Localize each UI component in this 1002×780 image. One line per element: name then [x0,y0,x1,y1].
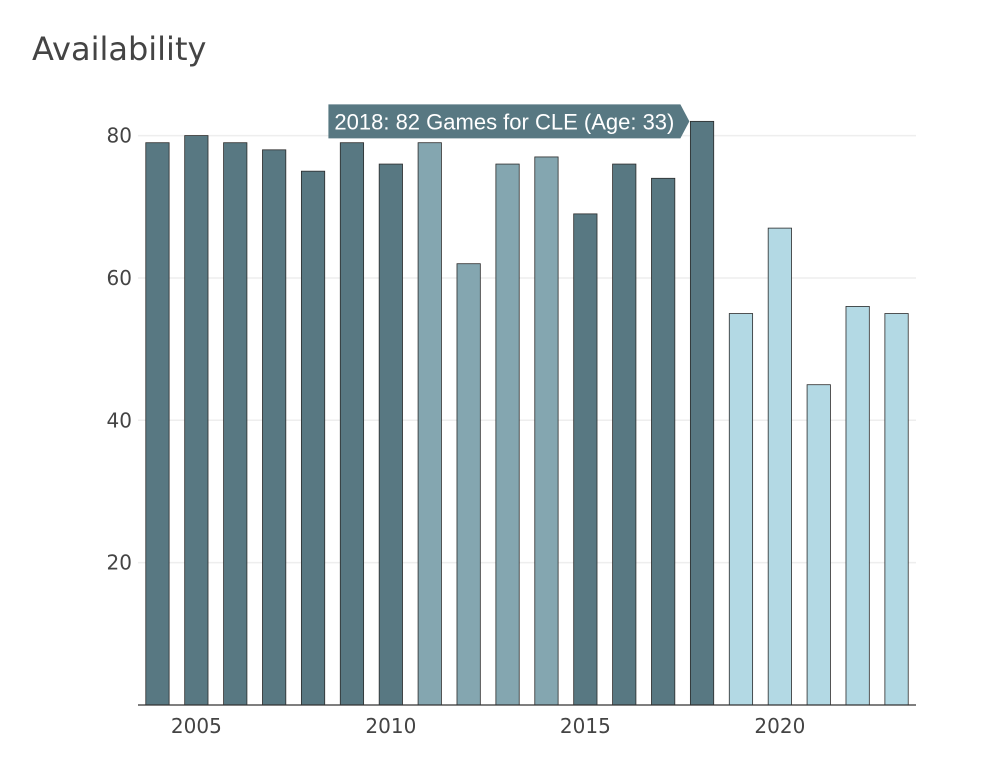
bar[interactable] [223,142,248,706]
bar[interactable] [184,135,209,706]
bar[interactable] [573,213,598,706]
bars [145,120,909,706]
x-tick-label: 2020 [754,714,805,738]
bar[interactable] [145,142,170,706]
y-tick-label: 20 [107,551,132,575]
x-tick-label: 2005 [171,714,222,738]
tooltip-box [328,104,690,139]
x-axis-ticks: 2005 2010 2015 2020 [171,714,805,738]
bar[interactable] [728,313,754,706]
bar[interactable] [456,263,481,706]
gridlines [138,134,916,564]
bar[interactable] [339,142,365,706]
bar[interactable] [612,163,637,706]
y-axis-ticks: 20 40 60 80 [107,124,132,575]
bar[interactable] [806,384,831,706]
bar[interactable] [651,177,676,706]
hover-tooltip: 2018: 82 Games for CLE (Age: 33) [328,104,690,139]
bar[interactable] [845,306,870,706]
bar[interactable] [378,163,403,706]
bar[interactable] [262,149,287,706]
bar[interactable] [767,227,792,706]
y-tick-label: 40 [107,408,132,432]
bar[interactable] [495,163,520,706]
bar[interactable] [300,170,326,706]
tooltip-text: 2018: 82 Games for CLE (Age: 33) [334,109,674,134]
bar[interactable] [884,313,909,706]
y-tick-label: 80 [107,124,132,148]
bar[interactable] [534,156,559,706]
chart-title: Availability [32,30,207,68]
x-tick-label: 2015 [560,714,611,738]
x-tick-label: 2010 [365,714,416,738]
bar[interactable] [689,120,715,706]
bar[interactable] [417,142,442,706]
y-tick-label: 60 [107,266,132,290]
